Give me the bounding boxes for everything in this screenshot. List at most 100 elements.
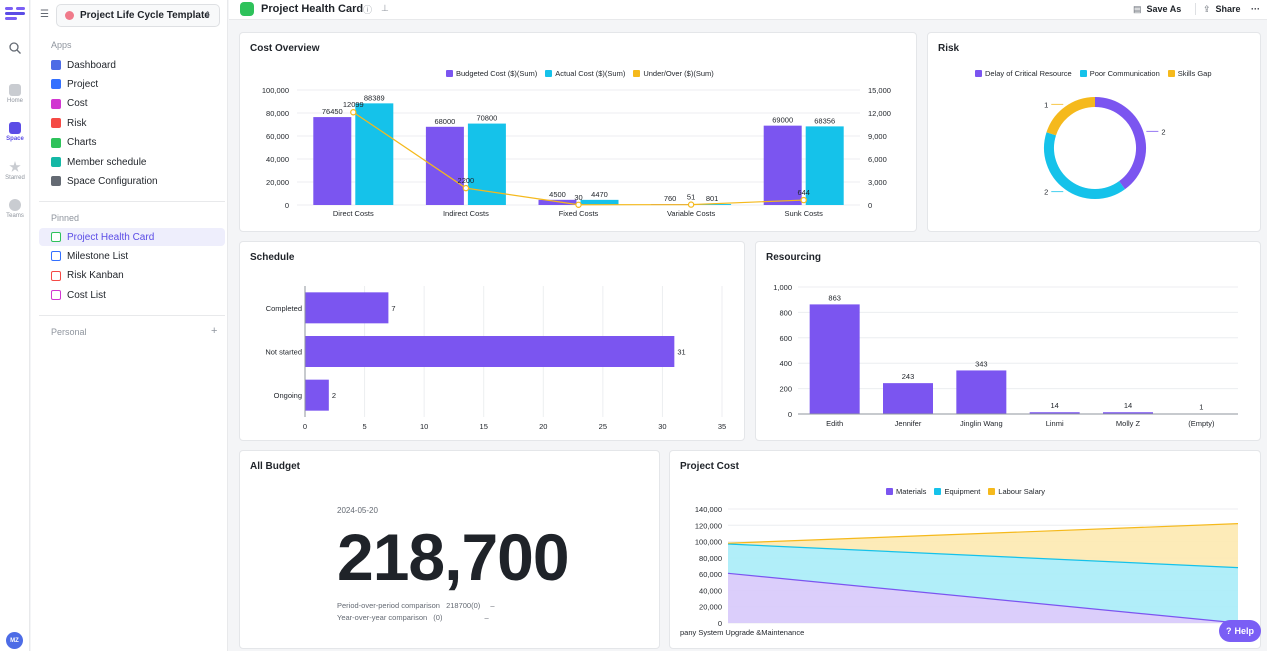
star-icon xyxy=(9,161,21,172)
x-tick-label: Variable Costs xyxy=(667,209,715,218)
legend-label: Materials xyxy=(896,487,927,496)
x-tick-label: Molly Z xyxy=(1116,419,1141,428)
help-label: Help xyxy=(1234,626,1254,636)
pin-icon[interactable]: ⊥ xyxy=(381,3,389,13)
app-item[interactable]: Cost xyxy=(39,95,225,113)
app-item-label: Space Configuration xyxy=(67,175,158,187)
legend-item[interactable]: Under/Over ($)(Sum) xyxy=(633,69,714,78)
project-cost-area-chart: 0 20,000 40,000 60,000 80,000 100,000 120,000 1… xyxy=(680,505,1239,637)
space-icon xyxy=(9,122,21,134)
bar xyxy=(883,383,933,414)
card-title: All Budget xyxy=(250,461,300,472)
app-item[interactable]: Dashboard xyxy=(39,56,225,74)
info-icon[interactable]: ⓘ xyxy=(363,5,373,15)
legend-item[interactable]: Delay of Critical Resource xyxy=(975,69,1072,78)
rail-item-label: Starred xyxy=(5,175,25,181)
data-label: 863 xyxy=(828,293,841,302)
x-tick-label: Jinglin Wang xyxy=(960,419,1003,428)
y2-tick-label: 3,000 xyxy=(868,178,887,187)
more-button[interactable]: ··· xyxy=(1251,4,1260,14)
series-line xyxy=(727,572,1239,624)
app-item[interactable]: Project xyxy=(39,75,225,93)
area-fill xyxy=(728,523,1238,568)
app-item[interactable]: Charts xyxy=(39,134,225,152)
app-item[interactable]: Member schedule xyxy=(39,153,225,171)
share-button[interactable]: ⇪ Share xyxy=(1203,0,1241,18)
data-label: 2 xyxy=(1161,127,1165,136)
rail-item-label: Space xyxy=(6,136,24,142)
legend-item[interactable]: Budgeted Cost ($)(Sum) xyxy=(446,69,537,78)
x-tick-label: Fixed Costs xyxy=(559,209,599,218)
area-fill xyxy=(728,544,1238,623)
pinned-item[interactable]: Project Health Card xyxy=(39,228,225,246)
y-tick-label: 800 xyxy=(779,308,792,317)
legend-swatch xyxy=(934,488,942,495)
personal-section-label: Personal xyxy=(51,327,87,337)
legend-item[interactable]: Equipment xyxy=(934,487,980,496)
divider xyxy=(39,315,225,316)
y-tick-label: 140,000 xyxy=(695,505,722,514)
rail-item-home[interactable]: Home xyxy=(0,84,30,104)
pinned-item[interactable]: Cost List xyxy=(39,286,225,304)
x-tick-label: Jennifer xyxy=(895,419,922,428)
search-icon[interactable] xyxy=(8,41,22,55)
x-tick-label: 35 xyxy=(718,422,726,431)
legend-item[interactable]: Labour Salary xyxy=(988,487,1045,496)
bar xyxy=(538,199,577,205)
rail-item-starred[interactable]: Starred xyxy=(0,161,30,181)
resourcing-card: Resourcing 0 200 400 600 800 1,000 863 Edith 243… xyxy=(755,241,1261,441)
app-item-label: Dashboard xyxy=(67,59,116,71)
legend-swatch xyxy=(975,70,982,77)
kpi-value: 218,700 xyxy=(337,520,570,594)
bar xyxy=(763,125,802,205)
donut-slice xyxy=(1044,132,1125,199)
legend-item[interactable]: Materials xyxy=(886,487,926,496)
collapse-sidebar-icon[interactable]: ☰ xyxy=(40,9,49,20)
pinned-section-label: Pinned xyxy=(51,213,80,223)
y2-tick-label: 6,000 xyxy=(868,155,887,164)
app-item[interactable]: Risk xyxy=(39,114,225,132)
pinned-item[interactable]: Milestone List xyxy=(39,247,225,265)
add-personal-icon[interactable]: + xyxy=(211,325,218,337)
rail-item-space[interactable]: Space xyxy=(0,122,30,142)
line-point xyxy=(687,201,695,208)
y-tick-label: 80,000 xyxy=(699,554,722,563)
space-selector[interactable]: Project Life Cycle Template ⇕ xyxy=(56,4,220,27)
card-title: Project Cost xyxy=(680,461,739,472)
period-comparison-value: 218700(0) xyxy=(446,601,481,610)
legend-item[interactable]: Actual Cost ($)(Sum) xyxy=(545,69,625,78)
teams-icon xyxy=(9,199,21,211)
app-logo-icon[interactable] xyxy=(5,6,25,20)
legend-swatch xyxy=(886,488,893,495)
rail-item-label: Home xyxy=(6,98,23,104)
x-tick-label: Indirect Costs xyxy=(443,209,489,218)
save-as-button[interactable]: ▤ Save As xyxy=(1133,0,1181,18)
line-point xyxy=(462,184,470,192)
legend-item[interactable]: Skills Gap xyxy=(1167,69,1212,78)
app-item[interactable]: Space Configuration xyxy=(39,172,225,190)
y-tick-label: 80,000 xyxy=(266,109,289,118)
app-icon xyxy=(51,176,61,187)
app-item-label: Risk xyxy=(67,117,87,129)
legend-item[interactable]: Poor Communication xyxy=(1079,69,1160,78)
x-tick-label: (Empty) xyxy=(1188,419,1215,428)
y-tick-label: Not started xyxy=(265,348,302,357)
data-label: 69000 xyxy=(772,116,793,125)
home-icon xyxy=(9,84,21,96)
bar xyxy=(305,379,329,411)
rail-item-teams[interactable]: Teams xyxy=(0,199,30,219)
page-title: Project Health Card xyxy=(261,3,364,15)
y-tick-label: 100,000 xyxy=(262,86,289,95)
pinned-item[interactable]: Risk Kanban xyxy=(39,267,225,285)
help-button[interactable]: ? Help xyxy=(1219,620,1261,642)
y-tick-label: 0 xyxy=(285,201,289,210)
data-label: 68356 xyxy=(814,116,835,125)
area-fill xyxy=(728,573,1238,623)
y-tick-label: 100,000 xyxy=(695,538,722,547)
donut-slice xyxy=(1094,97,1146,190)
avatar[interactable]: MZ xyxy=(6,632,23,649)
bar xyxy=(809,304,860,414)
x-tick-label: pany System Upgrade &Maintenance xyxy=(680,628,804,637)
schedule-bar-chart: 0 5 10 15 20 25 30 35 7 Completed 31 Not started 2 On… xyxy=(265,286,726,431)
data-label: 4470 xyxy=(591,190,608,199)
